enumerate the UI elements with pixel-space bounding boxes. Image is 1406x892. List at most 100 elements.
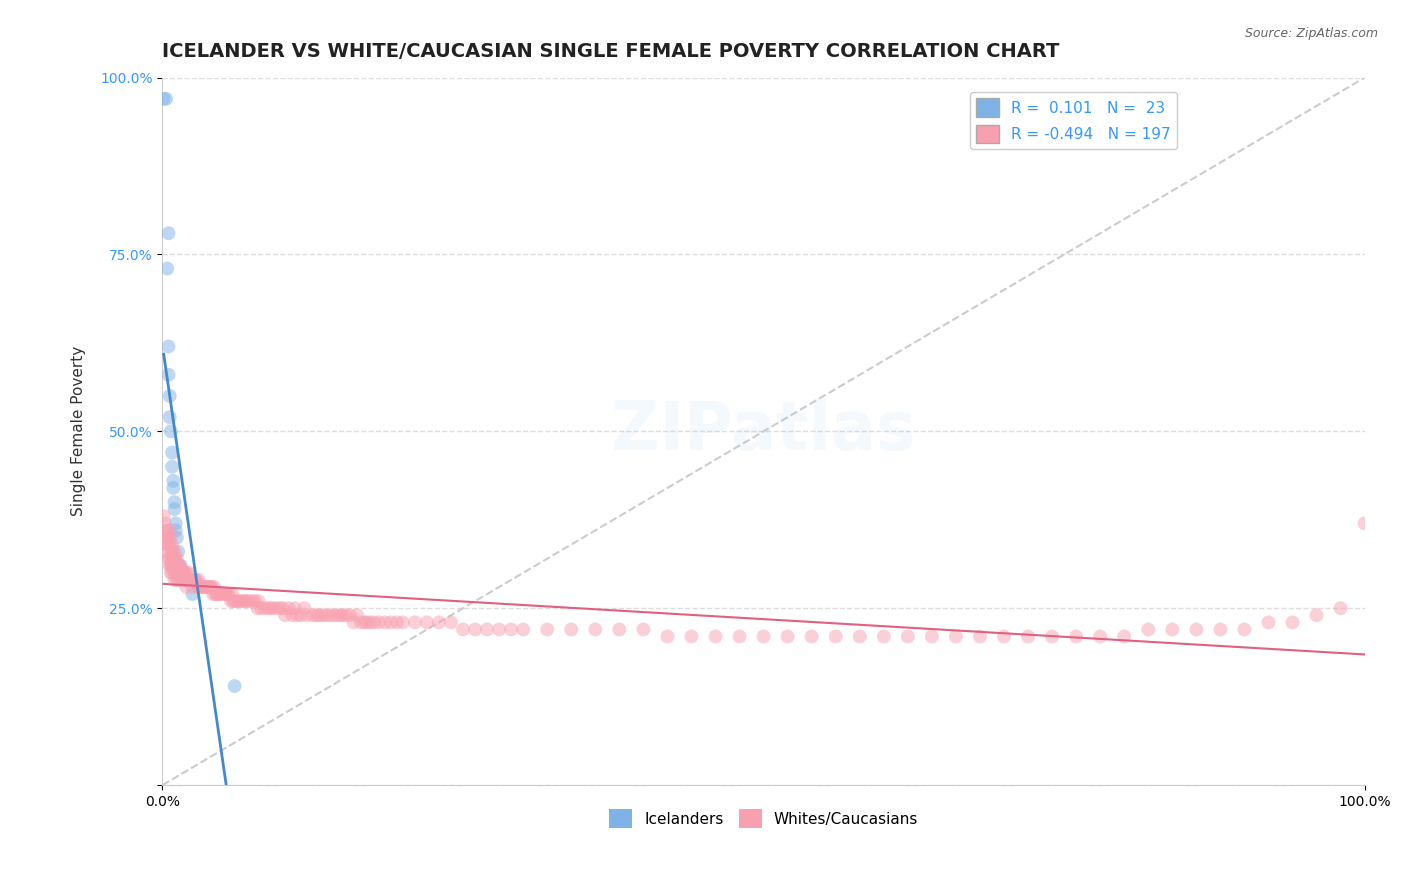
Point (153, 531, 176, 545)
Point (215, 587, 238, 601)
Point (156, 531, 179, 545)
Point (1257, 615, 1279, 630)
Point (246, 601, 269, 615)
Point (1114, 630, 1136, 644)
Point (235, 594, 257, 608)
Point (208, 587, 231, 601)
Point (416, 615, 439, 630)
Point (187, 573, 209, 587)
Point (728, 630, 751, 644)
Point (202, 580, 225, 594)
Point (156, 261, 179, 276)
Point (385, 615, 408, 630)
Point (172, 573, 194, 587)
Point (197, 580, 219, 594)
Point (260, 601, 283, 615)
Point (583, 623, 606, 637)
Point (187, 580, 209, 594)
Point (159, 389, 181, 403)
Point (169, 573, 191, 587)
Point (488, 623, 510, 637)
Point (167, 558, 190, 573)
Point (308, 608, 330, 623)
Point (250, 601, 273, 615)
Point (162, 474, 184, 488)
Point (169, 566, 191, 580)
Point (163, 495, 186, 509)
Point (897, 630, 920, 644)
Point (921, 630, 943, 644)
Point (243, 594, 266, 608)
Point (339, 608, 361, 623)
Point (873, 630, 896, 644)
Point (152, 509, 174, 524)
Point (232, 594, 254, 608)
Point (1040, 630, 1063, 644)
Point (993, 630, 1015, 644)
Point (162, 551, 184, 566)
Point (274, 608, 297, 623)
Point (157, 226, 180, 240)
Point (277, 601, 299, 615)
Point (305, 608, 328, 623)
Point (200, 580, 222, 594)
Point (404, 615, 426, 630)
Point (186, 580, 208, 594)
Point (162, 558, 184, 573)
Point (512, 623, 534, 637)
Point (163, 566, 186, 580)
Point (271, 601, 294, 615)
Point (363, 615, 385, 630)
Text: Source: ZipAtlas.com: Source: ZipAtlas.com (1244, 27, 1378, 40)
Point (167, 573, 190, 587)
Point (190, 580, 212, 594)
Point (226, 594, 249, 608)
Point (156, 524, 179, 538)
Point (163, 544, 186, 558)
Point (501, 623, 523, 637)
Point (176, 566, 198, 580)
Point (166, 551, 188, 566)
Point (226, 594, 249, 608)
Point (560, 623, 582, 637)
Point (311, 608, 333, 623)
Point (159, 537, 181, 551)
Point (166, 573, 188, 587)
Point (752, 630, 775, 644)
Point (322, 608, 344, 623)
Point (152, 92, 174, 106)
Point (184, 573, 207, 587)
Point (159, 524, 181, 538)
Point (181, 580, 204, 594)
Point (353, 615, 375, 630)
Point (166, 531, 188, 545)
Point (253, 601, 276, 615)
Point (1161, 623, 1184, 637)
Point (169, 566, 191, 580)
Point (163, 573, 186, 587)
Point (160, 558, 183, 573)
Point (1354, 516, 1376, 531)
Point (350, 615, 373, 630)
Point (1233, 623, 1256, 637)
Point (945, 630, 967, 644)
Point (1137, 623, 1160, 637)
Point (173, 573, 195, 587)
Point (167, 566, 190, 580)
Point (229, 594, 252, 608)
Point (159, 551, 181, 566)
Point (167, 544, 190, 558)
Point (440, 615, 463, 630)
Point (169, 558, 191, 573)
Point (238, 594, 260, 608)
Point (281, 608, 304, 623)
Point (451, 623, 474, 637)
Point (156, 544, 179, 558)
Point (1185, 623, 1208, 637)
Point (160, 459, 183, 474)
Point (214, 587, 236, 601)
Point (536, 623, 558, 637)
Point (329, 608, 352, 623)
Point (211, 587, 233, 601)
Point (176, 573, 198, 587)
